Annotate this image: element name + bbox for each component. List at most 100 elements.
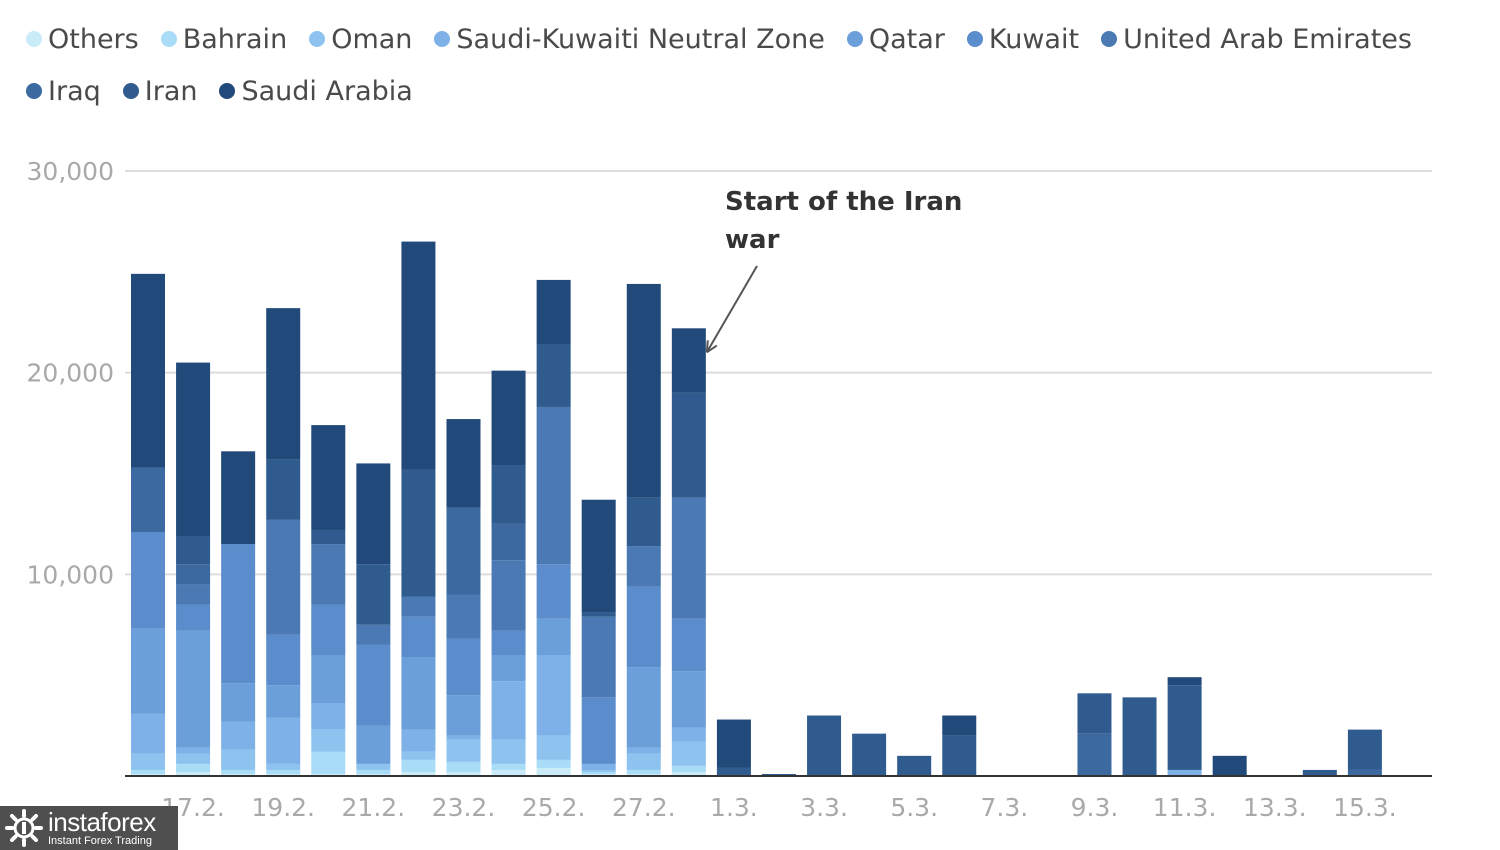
bar-segment (131, 531, 165, 629)
legend-item: Others (26, 18, 139, 60)
bar-segment (356, 725, 391, 764)
legend-swatch-icon (966, 31, 983, 47)
bar-segment (401, 616, 436, 658)
bar-segment (176, 564, 211, 585)
bar-segment (491, 655, 526, 682)
legend-item: Qatar (846, 18, 945, 60)
bar-segment (942, 715, 977, 736)
bar-segment (626, 497, 661, 547)
bar-segment (671, 328, 706, 393)
bar-segment (446, 695, 481, 736)
bar-segment (131, 713, 165, 754)
bar-segment (131, 773, 165, 776)
legend-label: Kuwait (988, 23, 1080, 55)
bar-segment (716, 767, 751, 776)
y-tick-label: 30,000 (27, 157, 114, 186)
bar-segment (897, 755, 932, 776)
bar-segment (671, 771, 706, 776)
bar-segment (446, 739, 481, 762)
bar-segment (176, 630, 211, 748)
bar-segment (536, 655, 571, 736)
bar-segment (671, 497, 706, 619)
annotation-text: war (725, 225, 780, 255)
bar-segment (221, 749, 256, 770)
bar-segment (266, 519, 301, 635)
bar-segment (1302, 769, 1337, 776)
bar-segment (221, 769, 256, 774)
legend-label: Saudi-Kuwaiti Neutral Zone (456, 23, 825, 55)
bar-segment (581, 773, 616, 776)
bar-segment (942, 735, 977, 776)
bar-segment (581, 771, 616, 774)
bar-segment (491, 370, 526, 466)
bar-segment (852, 733, 887, 776)
bar-segment (176, 771, 211, 776)
bar-segment (491, 769, 526, 776)
bar-segment (401, 751, 436, 760)
bar-segment (536, 735, 571, 760)
bar-segment (626, 283, 661, 498)
bar-segment (536, 344, 571, 407)
x-tick-label: 11.3. (1153, 793, 1217, 822)
bar-segment (176, 536, 211, 565)
bar-segment (671, 727, 706, 742)
annotation: Start of the Iran war (705, 187, 962, 354)
bar-segment (581, 697, 616, 764)
bar-segment (221, 544, 256, 684)
bar-segment (491, 630, 526, 655)
bar-segment (311, 604, 346, 655)
watermark-badge: instaforex Instant Forex Trading (0, 806, 178, 850)
bar-segment (356, 769, 391, 774)
bar-segment (626, 546, 661, 587)
bar-segment (581, 612, 616, 617)
bar-segment (1212, 755, 1247, 776)
bar-segment (266, 634, 301, 686)
legend-swatch-icon (219, 83, 236, 99)
bar-segment (356, 624, 391, 645)
x-tick-label: 27.2. (612, 793, 676, 822)
bar-segment (401, 469, 436, 597)
bar-segment (311, 655, 346, 704)
bar-segment (356, 644, 391, 726)
bar-segment (266, 769, 301, 774)
x-tick-label: 21.2. (342, 793, 406, 822)
bar-segment (446, 638, 481, 696)
bar-segment (266, 685, 301, 718)
bar-segment (176, 753, 211, 764)
legend-item: Iran (122, 70, 197, 112)
bar-segment (176, 763, 211, 772)
legend-item: Oman (309, 18, 412, 60)
bar-segment (536, 759, 571, 768)
bar-segment (176, 362, 211, 537)
legend-item: United Arab Emirates (1101, 18, 1412, 60)
bar-segment (266, 717, 301, 764)
bar-segment (671, 741, 706, 766)
bar-segment (626, 667, 661, 748)
x-tick-label: 9.3. (1071, 793, 1119, 822)
bar-segment (581, 499, 616, 613)
bar-segment (491, 465, 526, 524)
bar-segment (311, 703, 346, 730)
bar-segment (356, 773, 391, 776)
bar-segment (266, 308, 301, 460)
bar-segment (536, 767, 571, 776)
x-tick-label: 13.3. (1243, 793, 1307, 822)
bar-segment (1167, 769, 1202, 776)
bar-segment (626, 773, 661, 776)
legend-swatch-icon (26, 83, 42, 99)
bar-segment (491, 739, 526, 764)
bar-segment (311, 751, 346, 774)
bar-segment (446, 419, 481, 508)
bar-segment (446, 771, 481, 776)
bar-segment (491, 681, 526, 740)
bar-segment (221, 451, 256, 545)
bar-segment (536, 618, 571, 655)
x-tick-label: 3.3. (800, 793, 848, 822)
bar-segment (626, 769, 661, 774)
legend-item: Saudi-Kuwaiti Neutral Zone (434, 18, 825, 60)
annotation-arrow (705, 265, 758, 353)
bar-segment (356, 463, 391, 565)
x-tick-label: 7.3. (980, 793, 1028, 822)
legend-label: Iraq (48, 75, 101, 107)
